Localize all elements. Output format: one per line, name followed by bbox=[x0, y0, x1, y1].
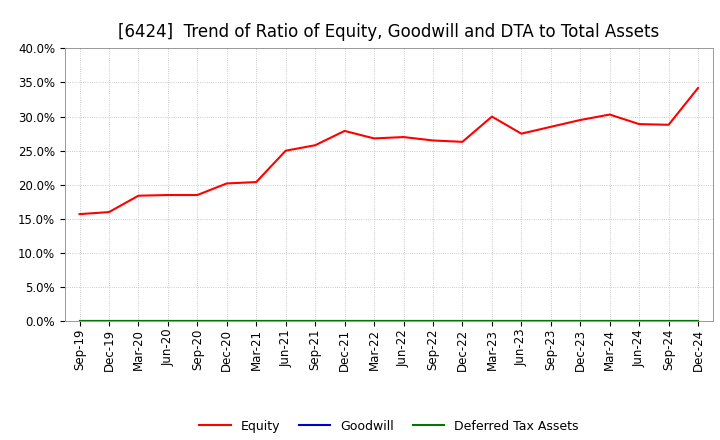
Deferred Tax Assets bbox=[134, 319, 143, 324]
Goodwill bbox=[75, 319, 84, 324]
Goodwill bbox=[341, 319, 349, 324]
Goodwill bbox=[163, 319, 172, 324]
Goodwill bbox=[606, 319, 614, 324]
Goodwill bbox=[193, 319, 202, 324]
Goodwill bbox=[428, 319, 437, 324]
Equity bbox=[635, 121, 644, 127]
Equity bbox=[370, 136, 379, 141]
Equity bbox=[252, 180, 261, 185]
Equity bbox=[517, 131, 526, 136]
Equity bbox=[104, 209, 113, 215]
Equity bbox=[163, 192, 172, 198]
Deferred Tax Assets bbox=[104, 319, 113, 324]
Goodwill bbox=[635, 319, 644, 324]
Deferred Tax Assets bbox=[252, 319, 261, 324]
Deferred Tax Assets bbox=[694, 319, 703, 324]
Goodwill bbox=[694, 319, 703, 324]
Goodwill bbox=[665, 319, 673, 324]
Equity bbox=[546, 124, 555, 129]
Equity bbox=[428, 138, 437, 143]
Goodwill bbox=[104, 319, 113, 324]
Deferred Tax Assets bbox=[163, 319, 172, 324]
Equity bbox=[311, 143, 320, 148]
Deferred Tax Assets bbox=[193, 319, 202, 324]
Goodwill bbox=[311, 319, 320, 324]
Deferred Tax Assets bbox=[487, 319, 496, 324]
Equity bbox=[576, 117, 585, 123]
Equity bbox=[606, 112, 614, 117]
Deferred Tax Assets bbox=[75, 319, 84, 324]
Goodwill bbox=[399, 319, 408, 324]
Deferred Tax Assets bbox=[399, 319, 408, 324]
Deferred Tax Assets bbox=[222, 319, 231, 324]
Goodwill bbox=[517, 319, 526, 324]
Goodwill bbox=[134, 319, 143, 324]
Equity bbox=[665, 122, 673, 128]
Deferred Tax Assets bbox=[428, 319, 437, 324]
Deferred Tax Assets bbox=[370, 319, 379, 324]
Goodwill bbox=[487, 319, 496, 324]
Equity bbox=[193, 192, 202, 198]
Equity bbox=[487, 114, 496, 119]
Goodwill bbox=[370, 319, 379, 324]
Equity bbox=[399, 134, 408, 139]
Goodwill bbox=[576, 319, 585, 324]
Deferred Tax Assets bbox=[665, 319, 673, 324]
Deferred Tax Assets bbox=[311, 319, 320, 324]
Deferred Tax Assets bbox=[606, 319, 614, 324]
Goodwill bbox=[458, 319, 467, 324]
Equity bbox=[134, 193, 143, 198]
Deferred Tax Assets bbox=[458, 319, 467, 324]
Deferred Tax Assets bbox=[576, 319, 585, 324]
Goodwill bbox=[282, 319, 290, 324]
Equity bbox=[222, 181, 231, 186]
Equity bbox=[75, 212, 84, 217]
Title: [6424]  Trend of Ratio of Equity, Goodwill and DTA to Total Assets: [6424] Trend of Ratio of Equity, Goodwil… bbox=[118, 23, 660, 41]
Line: Equity: Equity bbox=[79, 88, 698, 214]
Deferred Tax Assets bbox=[341, 319, 349, 324]
Equity bbox=[282, 148, 290, 153]
Equity bbox=[341, 128, 349, 134]
Deferred Tax Assets bbox=[635, 319, 644, 324]
Goodwill bbox=[546, 319, 555, 324]
Deferred Tax Assets bbox=[517, 319, 526, 324]
Equity bbox=[694, 85, 703, 91]
Legend: Equity, Goodwill, Deferred Tax Assets: Equity, Goodwill, Deferred Tax Assets bbox=[194, 415, 583, 438]
Goodwill bbox=[252, 319, 261, 324]
Equity bbox=[458, 139, 467, 144]
Goodwill bbox=[222, 319, 231, 324]
Deferred Tax Assets bbox=[546, 319, 555, 324]
Deferred Tax Assets bbox=[282, 319, 290, 324]
